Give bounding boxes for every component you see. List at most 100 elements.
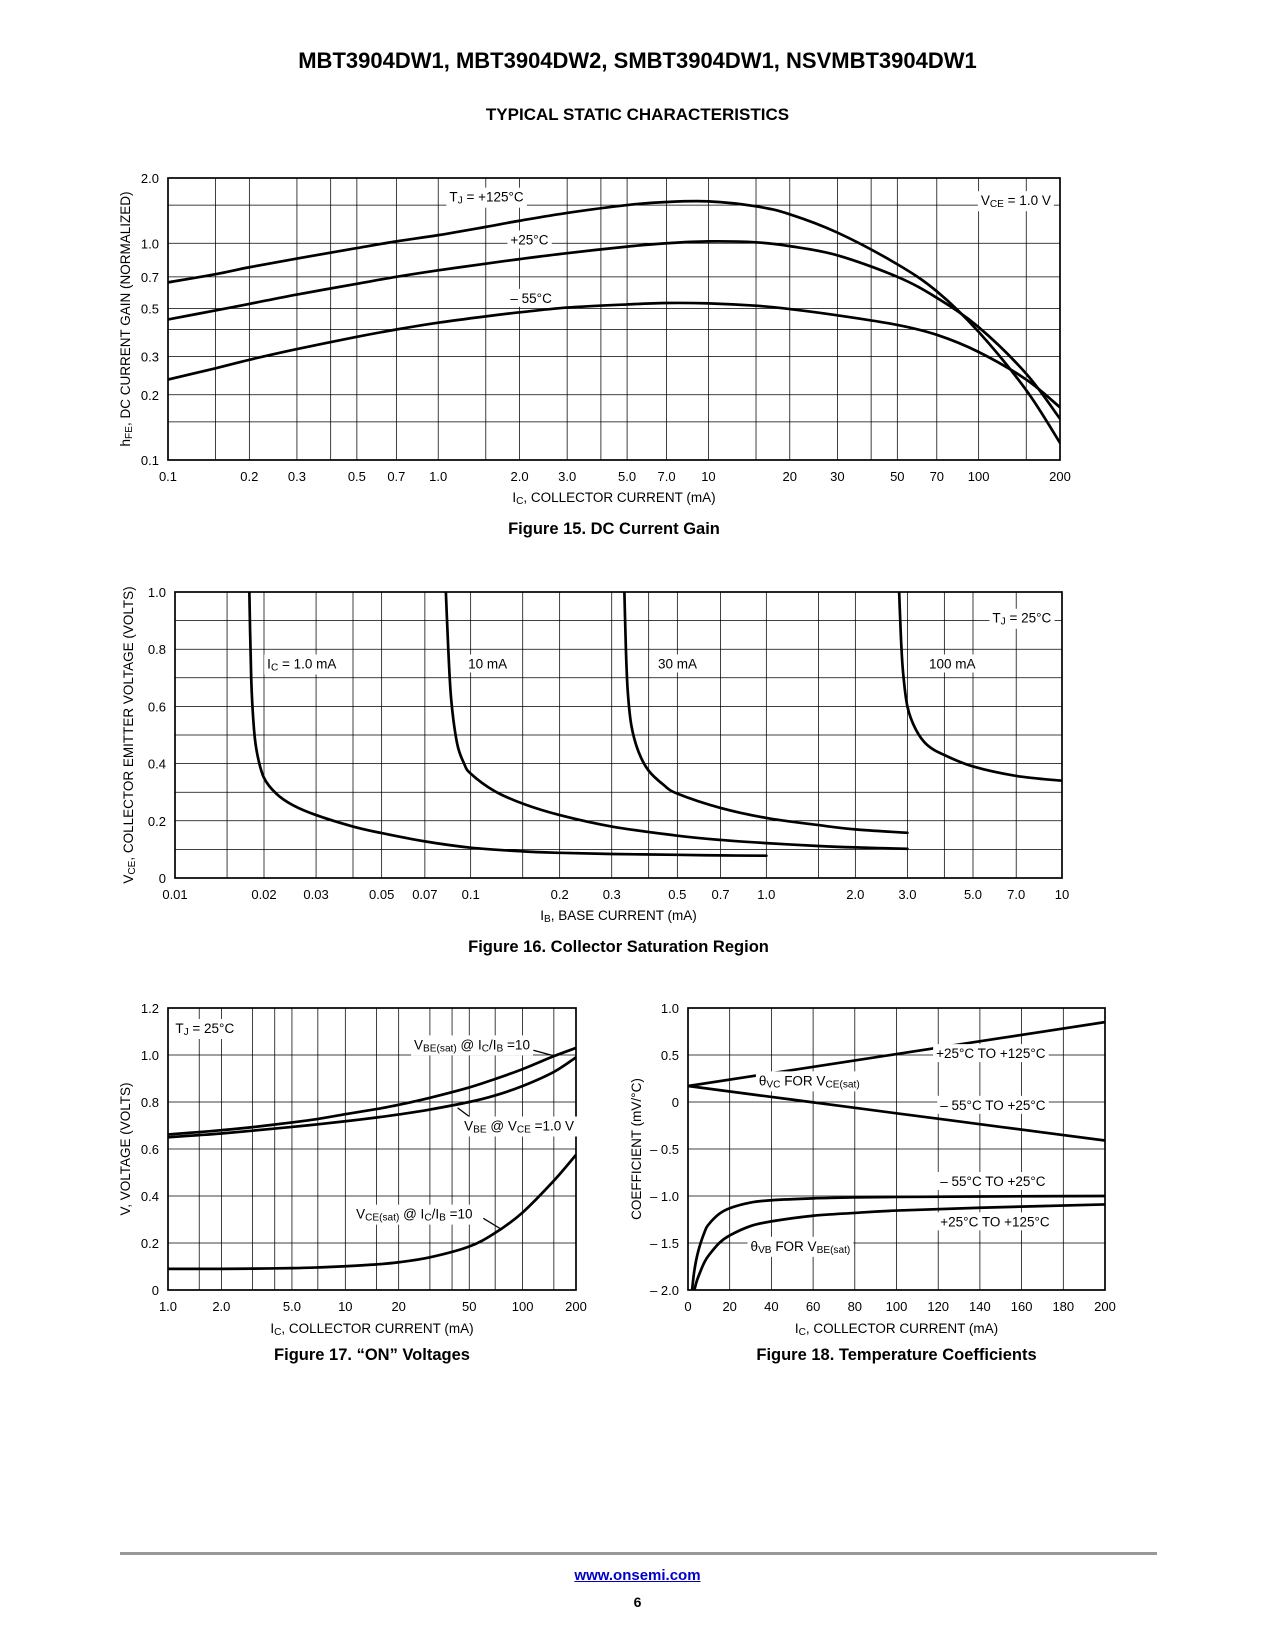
svg-text:10 mA: 10 mA bbox=[468, 656, 507, 671]
svg-text:1.0: 1.0 bbox=[429, 469, 447, 484]
svg-text:TJ = +125°C: TJ = +125°C bbox=[449, 189, 524, 206]
plot-border bbox=[167, 177, 1061, 461]
svg-text:0: 0 bbox=[684, 1299, 691, 1314]
svg-text:– 2.0: – 2.0 bbox=[650, 1283, 679, 1298]
svg-text:0.6: 0.6 bbox=[148, 699, 166, 714]
annotations: +25°C TO +125°C θVC FOR VCE(sat) – 55°C TO… bbox=[747, 1044, 1053, 1257]
curve-ic-100-ma bbox=[897, 592, 1062, 783]
svg-text:120: 120 bbox=[927, 1299, 949, 1314]
grid-lines bbox=[168, 1008, 576, 1290]
svg-text:0.7: 0.7 bbox=[387, 469, 405, 484]
axis-labels: 1.0 2.0 5.0 10 20 50 100 200 1.2 1.0 0.8 0.6 0.4 0.2 0… bbox=[118, 1001, 587, 1338]
series-curves bbox=[248, 592, 1062, 858]
svg-text:– 55°C TO +25°C: – 55°C TO +25°C bbox=[940, 1097, 1045, 1112]
svg-text:100: 100 bbox=[512, 1299, 534, 1314]
svg-text:+25°C TO +125°C: +25°C TO +125°C bbox=[940, 1214, 1050, 1229]
svg-text:– 0.5: – 0.5 bbox=[650, 1142, 679, 1157]
svg-text:20: 20 bbox=[783, 469, 797, 484]
figure-16-collector-saturation-chart: 0.01 0.02 0.03 0.05 0.07 0.1 0.2 0.3 0.5 0.7 1.0 2.… bbox=[121, 585, 1070, 925]
svg-text:0.2: 0.2 bbox=[240, 469, 258, 484]
svg-text:5.0: 5.0 bbox=[283, 1299, 301, 1314]
svg-text:10: 10 bbox=[1055, 887, 1069, 902]
figure-18-caption: Figure 18. Temperature Coefficients bbox=[756, 1346, 1037, 1364]
svg-text:hFE, DC CURRENT GAIN (NORMALIZ: hFE, DC CURRENT GAIN (NORMALIZED) bbox=[118, 192, 135, 447]
svg-text:V, VOLTAGE (VOLTS): V, VOLTAGE (VOLTS) bbox=[118, 1082, 133, 1215]
svg-text:0.1: 0.1 bbox=[159, 469, 177, 484]
onsemi-link[interactable]: www.onsemi.com bbox=[574, 1567, 701, 1584]
svg-text:0: 0 bbox=[159, 871, 166, 886]
svg-text:0.3: 0.3 bbox=[288, 469, 306, 484]
svg-text:5.0: 5.0 bbox=[618, 469, 636, 484]
svg-text:IC, COLLECTOR CURRENT (mA): IC, COLLECTOR CURRENT (mA) bbox=[795, 1321, 998, 1338]
svg-text:3.0: 3.0 bbox=[898, 887, 916, 902]
svg-text:0.5: 0.5 bbox=[141, 301, 159, 316]
svg-text:30: 30 bbox=[830, 469, 844, 484]
plot-border bbox=[687, 1007, 1106, 1291]
svg-text:0.2: 0.2 bbox=[141, 1236, 159, 1251]
svg-text:7.0: 7.0 bbox=[1007, 887, 1025, 902]
svg-text:VBE @ VCE =1.0 V: VBE @ VCE =1.0 V bbox=[464, 1118, 574, 1135]
svg-text:60: 60 bbox=[806, 1299, 820, 1314]
curve-ic-30-ma bbox=[623, 592, 909, 835]
svg-text:0.2: 0.2 bbox=[551, 887, 569, 902]
annotations: TJ = +125°C +25°C – 55°C VCE = 1.0 V bbox=[446, 187, 1054, 307]
plot-border bbox=[174, 591, 1063, 879]
svg-text:160: 160 bbox=[1011, 1299, 1033, 1314]
svg-text:7.0: 7.0 bbox=[658, 469, 676, 484]
page-title: MBT3904DW1, MBT3904DW2, SMBT3904DW1, NSV… bbox=[298, 48, 977, 73]
svg-text:1.0: 1.0 bbox=[757, 887, 775, 902]
axis-labels: 0.1 0.2 0.3 0.5 0.7 1.0 2.0 3.0 5.0 7.0 10 20 30 50 70… bbox=[118, 171, 1071, 507]
svg-text:IC, COLLECTOR CURRENT (mA): IC, COLLECTOR CURRENT (mA) bbox=[512, 490, 715, 507]
curve-tj-+125-c bbox=[168, 199, 1060, 445]
svg-text:0.07: 0.07 bbox=[412, 887, 437, 902]
svg-text:5.0: 5.0 bbox=[964, 887, 982, 902]
svg-text:COEFFICIENT (mV/°C): COEFFICIENT (mV/°C) bbox=[629, 1078, 644, 1220]
figure-15-dc-current-gain-chart: 0.1 0.2 0.3 0.5 0.7 1.0 2.0 3.0 5.0 7.0 10 20 30 50 70… bbox=[118, 171, 1071, 507]
section-heading: TYPICAL STATIC CHARACTERISTICS bbox=[485, 105, 790, 124]
svg-text:0.7: 0.7 bbox=[141, 269, 159, 284]
svg-text:0.6: 0.6 bbox=[141, 1142, 159, 1157]
svg-text:0.2: 0.2 bbox=[148, 813, 166, 828]
svg-text:0.03: 0.03 bbox=[303, 887, 328, 902]
svg-text:0: 0 bbox=[672, 1095, 679, 1110]
svg-text:IC, COLLECTOR CURRENT (mA): IC, COLLECTOR CURRENT (mA) bbox=[270, 1321, 473, 1338]
curve--vc-55-c-to-+25-c bbox=[688, 1084, 1105, 1142]
svg-text:2.0: 2.0 bbox=[846, 887, 864, 902]
svg-text:80: 80 bbox=[848, 1299, 862, 1314]
figure-17-on-voltages-chart: 1.0 2.0 5.0 10 20 50 100 200 1.2 1.0 0.8 0.6 0.4 0.2 0… bbox=[118, 1001, 587, 1338]
figure-18-temperature-coefficients-chart: 0 20 40 60 80 100 120 140 160 180 200 1.0 0.5 0 – 0.5 –… bbox=[629, 1001, 1116, 1338]
curve-ic-1-0-ma bbox=[248, 592, 768, 858]
svg-text:0.5: 0.5 bbox=[348, 469, 366, 484]
svg-text:θVC FOR VCE(sat): θVC FOR VCE(sat) bbox=[759, 1073, 860, 1090]
annotations: TJ = 25°C IC = 1.0 mA 10 mA 30 mA 100 mA bbox=[264, 608, 1055, 675]
svg-text:200: 200 bbox=[565, 1299, 587, 1314]
svg-text:0: 0 bbox=[152, 1283, 159, 1298]
svg-text:0.7: 0.7 bbox=[711, 887, 729, 902]
svg-text:40: 40 bbox=[764, 1299, 778, 1314]
svg-text:100: 100 bbox=[886, 1299, 908, 1314]
svg-text:100: 100 bbox=[968, 469, 990, 484]
curve-tj-+25-c bbox=[168, 239, 1060, 421]
svg-text:0.5: 0.5 bbox=[668, 887, 686, 902]
svg-text:IC = 1.0 mA: IC = 1.0 mA bbox=[267, 656, 336, 673]
series-curves bbox=[168, 1046, 576, 1271]
svg-text:– 55°C: – 55°C bbox=[510, 290, 552, 305]
svg-text:0.8: 0.8 bbox=[148, 642, 166, 657]
svg-text:0.05: 0.05 bbox=[369, 887, 394, 902]
svg-text:TJ = 25°C: TJ = 25°C bbox=[992, 610, 1051, 627]
svg-text:0.4: 0.4 bbox=[141, 1189, 159, 1204]
svg-text:50: 50 bbox=[890, 469, 904, 484]
svg-text:3.0: 3.0 bbox=[558, 469, 576, 484]
svg-text:VCE = 1.0 V: VCE = 1.0 V bbox=[981, 193, 1051, 210]
series-curves bbox=[168, 199, 1060, 445]
axis-labels: 0 20 40 60 80 100 120 140 160 180 200 1.0 0.5 0 – 0.5 –… bbox=[629, 1001, 1116, 1338]
svg-text:0.02: 0.02 bbox=[251, 887, 276, 902]
figure-17-caption: Figure 17. “ON” Voltages bbox=[274, 1346, 470, 1364]
svg-text:180: 180 bbox=[1052, 1299, 1074, 1314]
footer-divider bbox=[120, 1552, 1157, 1555]
svg-text:2.0: 2.0 bbox=[212, 1299, 230, 1314]
svg-text:100 mA: 100 mA bbox=[929, 656, 976, 671]
svg-text:– 1.5: – 1.5 bbox=[650, 1236, 679, 1251]
svg-text:0.2: 0.2 bbox=[141, 387, 159, 402]
